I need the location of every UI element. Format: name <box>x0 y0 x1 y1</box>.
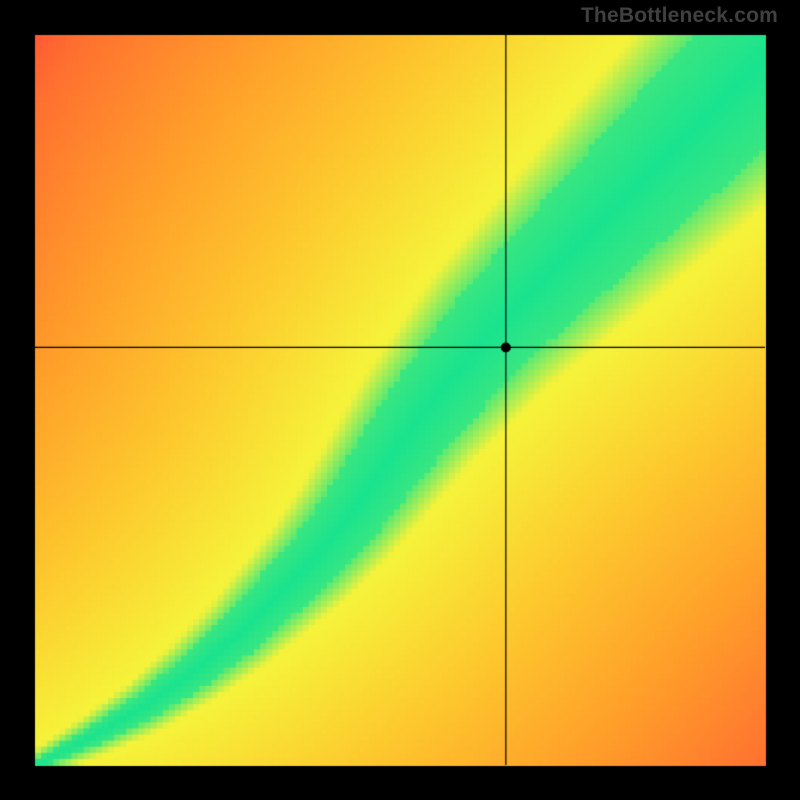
watermark-text: TheBottleneck.com <box>581 4 778 28</box>
bottleneck-heatmap <box>0 0 800 800</box>
